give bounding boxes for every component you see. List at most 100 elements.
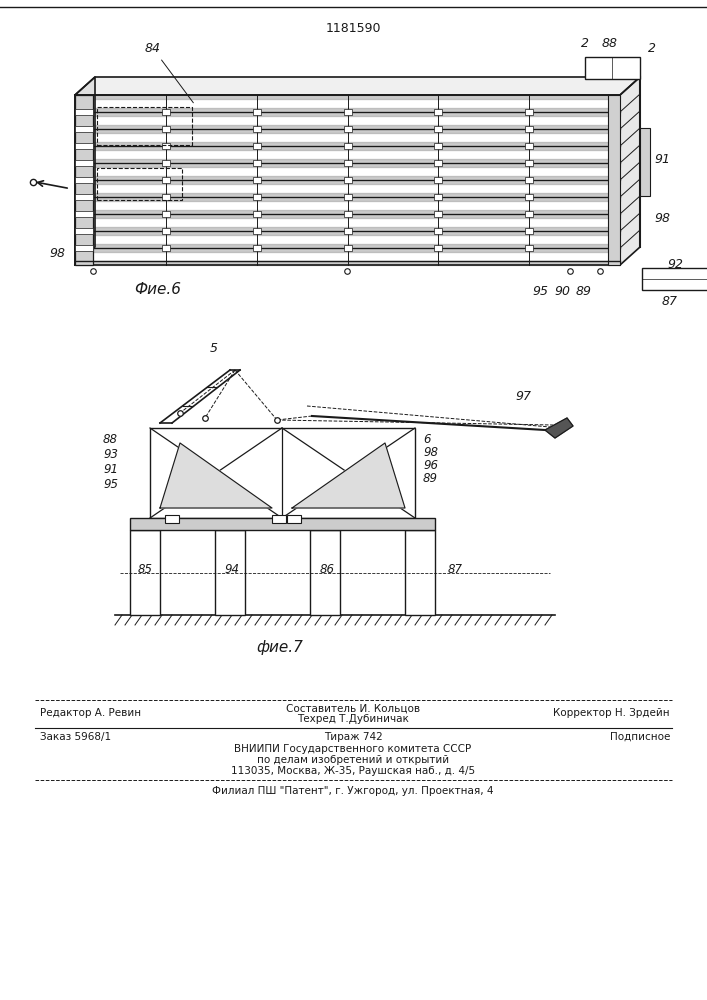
Text: 87: 87 (662, 295, 678, 308)
Bar (75, 160, 93, 166)
Bar (75, 95, 93, 265)
Bar (344, 109, 351, 115)
Text: 113035, Москва, Ж-35, Раушская наб., д. 4/5: 113035, Москва, Ж-35, Раушская наб., д. … (231, 766, 475, 776)
Bar (525, 160, 533, 166)
Polygon shape (75, 197, 620, 201)
Bar (162, 177, 170, 183)
Bar (434, 211, 443, 217)
Text: 94: 94 (225, 563, 240, 576)
Bar (525, 177, 533, 183)
Polygon shape (75, 231, 620, 235)
Polygon shape (75, 146, 620, 150)
Bar (344, 245, 351, 251)
Text: 92: 92 (667, 258, 683, 271)
Bar (525, 109, 533, 115)
Bar (344, 194, 351, 200)
Bar (525, 228, 533, 234)
Bar (215, 530, 245, 615)
Bar (162, 160, 170, 166)
Text: ВНИИПИ Государственного комитета СССР: ВНИИПИ Государственного комитета СССР (235, 744, 472, 754)
Text: 88: 88 (602, 37, 618, 50)
Bar (344, 211, 351, 217)
Text: 98: 98 (654, 213, 670, 226)
Polygon shape (75, 163, 620, 167)
Text: 89: 89 (423, 472, 438, 485)
Bar (75, 228, 93, 234)
Text: 90: 90 (554, 285, 570, 298)
Polygon shape (75, 95, 620, 265)
Text: 91: 91 (103, 463, 118, 476)
Text: 95: 95 (103, 478, 118, 491)
Polygon shape (75, 210, 620, 214)
Bar (252, 143, 261, 149)
Bar (130, 518, 435, 530)
Text: Корректор Н. Зрдейн: Корректор Н. Зрдейн (554, 708, 670, 718)
Bar (252, 228, 261, 234)
Text: 89: 89 (576, 285, 592, 298)
Text: 97: 97 (515, 390, 531, 403)
Bar (287, 515, 301, 523)
Bar (344, 160, 351, 166)
Text: 2: 2 (581, 37, 589, 50)
Text: 2: 2 (648, 42, 656, 55)
Bar (75, 211, 93, 217)
Bar (434, 194, 443, 200)
Text: 98: 98 (49, 247, 65, 260)
Polygon shape (75, 129, 620, 133)
Bar (162, 245, 170, 251)
Bar (165, 515, 179, 523)
Text: Редактор А. Ревин: Редактор А. Ревин (40, 708, 141, 718)
Polygon shape (75, 214, 620, 218)
Polygon shape (75, 125, 620, 129)
Bar (434, 228, 443, 234)
Text: 86: 86 (320, 563, 334, 576)
Bar (162, 228, 170, 234)
Bar (162, 126, 170, 132)
Bar (310, 530, 340, 615)
Polygon shape (75, 108, 620, 112)
Bar (97, 107, 192, 145)
Text: 5: 5 (210, 342, 218, 355)
Bar (130, 530, 160, 615)
Bar (525, 126, 533, 132)
Text: Составитель И. Кольцов: Составитель И. Кольцов (286, 704, 420, 714)
Bar (75, 194, 93, 200)
Bar (434, 160, 443, 166)
Polygon shape (75, 244, 620, 248)
Text: Тираж 742: Тираж 742 (324, 732, 382, 742)
Text: 93: 93 (103, 448, 118, 461)
Bar (405, 530, 435, 615)
Polygon shape (292, 443, 405, 508)
Bar (434, 109, 443, 115)
Bar (525, 211, 533, 217)
Bar (525, 194, 533, 200)
Bar (75, 109, 93, 115)
Bar (272, 515, 286, 523)
Bar (344, 143, 351, 149)
Polygon shape (75, 227, 620, 231)
Polygon shape (75, 159, 620, 163)
Bar (252, 109, 261, 115)
Polygon shape (75, 142, 620, 146)
Text: Фие.6: Фие.6 (134, 282, 182, 297)
Polygon shape (75, 77, 95, 265)
Polygon shape (75, 112, 620, 116)
Bar (97, 168, 182, 200)
Text: 96: 96 (423, 459, 438, 472)
Bar (252, 177, 261, 183)
Polygon shape (75, 193, 620, 197)
Polygon shape (75, 77, 640, 95)
Bar (252, 126, 261, 132)
Text: Заказ 5968/1: Заказ 5968/1 (40, 732, 111, 742)
Polygon shape (160, 443, 272, 508)
Bar (75, 177, 93, 183)
Polygon shape (75, 180, 620, 184)
Bar (344, 126, 351, 132)
Polygon shape (75, 95, 620, 99)
Bar (252, 160, 261, 166)
Text: 84: 84 (145, 42, 193, 103)
Text: по делам изобретений и открытий: по делам изобретений и открытий (257, 755, 449, 765)
Bar (434, 245, 443, 251)
Text: 98: 98 (423, 446, 438, 459)
Text: Филиал ПШ "Патент", г. Ужгород, ул. Проектная, 4: Филиал ПШ "Патент", г. Ужгород, ул. Прое… (212, 786, 493, 796)
